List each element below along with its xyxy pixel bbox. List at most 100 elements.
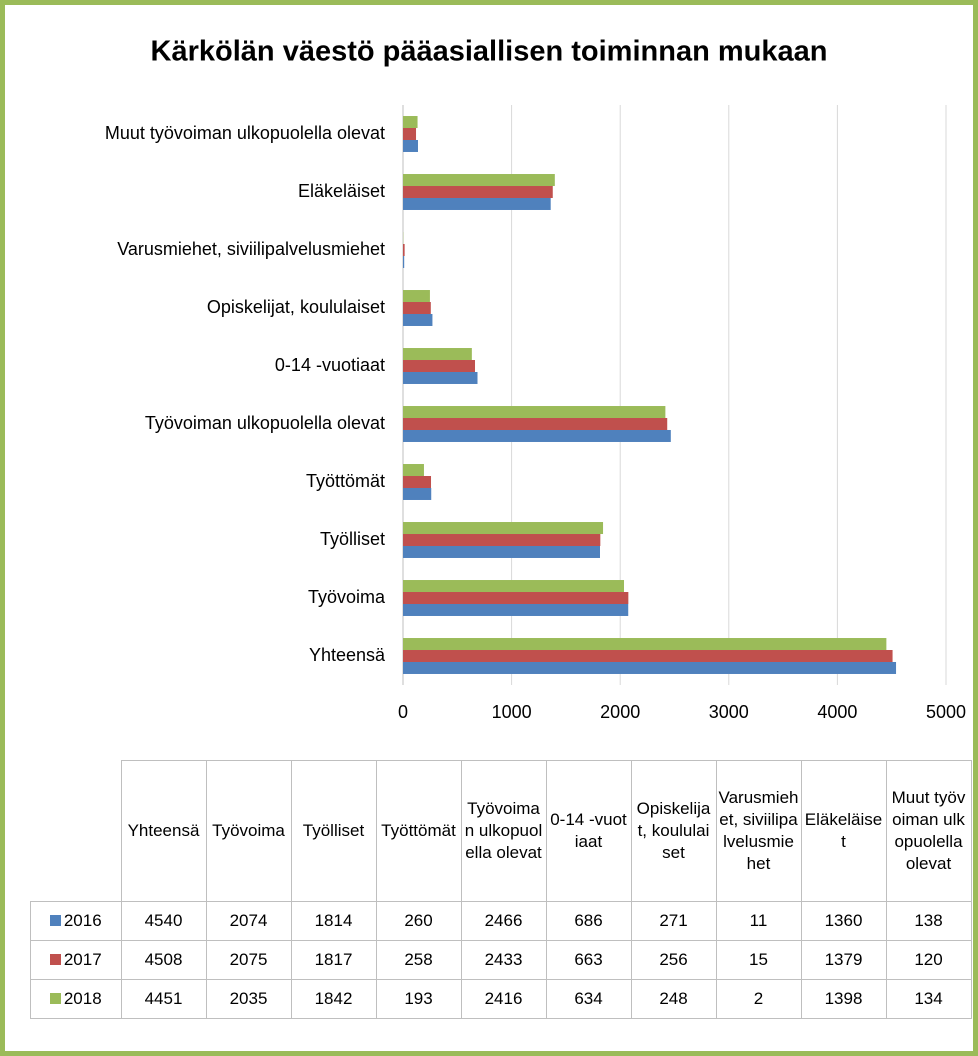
bar <box>403 487 432 500</box>
legend-cell: 2018 <box>30 979 122 1019</box>
x-tick-label: 0 <box>398 702 408 722</box>
table-header: Muut työvoiman ulkopuolella olevat <box>885 760 972 902</box>
table-corner <box>30 760 122 902</box>
y-tick-label: Työvoima <box>308 587 386 607</box>
table-row: 2018 4451 2035 1842 193 2416 634 248 2 1398 134 <box>30 979 972 1019</box>
legend-cell: 2017 <box>30 940 122 980</box>
table-header: Työvoima <box>205 760 292 902</box>
table-value: 271 <box>630 901 717 941</box>
bar <box>403 476 432 488</box>
y-tick-label: Työttömät <box>306 471 385 491</box>
y-tick-label: Eläkeläiset <box>298 181 385 201</box>
bar <box>403 186 553 198</box>
bar <box>403 360 476 372</box>
table-row: 2016 4540 2074 1814 260 2466 686 271 11 1360 138 <box>30 901 972 941</box>
bar <box>403 313 433 326</box>
table-header: 0-14 -vuotiaat <box>545 760 632 902</box>
x-tick-label: 4000 <box>817 702 857 722</box>
bar <box>403 406 666 419</box>
y-tick-label: Työlliset <box>320 529 385 549</box>
table-value: 260 <box>375 901 462 941</box>
bar <box>403 580 625 593</box>
table-header: Yhteensä <box>120 760 207 902</box>
bar <box>403 371 478 384</box>
bar <box>403 302 431 314</box>
table-value: 1814 <box>290 901 377 941</box>
table-value: 1398 <box>800 979 887 1019</box>
legend-label: 2017 <box>63 950 102 969</box>
bar <box>403 290 430 303</box>
table-value: 15 <box>715 940 802 980</box>
y-tick-label: Yhteensä <box>309 645 386 665</box>
table-value: 120 <box>885 940 972 980</box>
bar <box>403 522 604 535</box>
table-value: 2 <box>715 979 802 1019</box>
table-value: 248 <box>630 979 717 1019</box>
table-header: Varusmiehet, siviilipalvelusmiehet <box>715 760 802 902</box>
table-value: 4540 <box>120 901 207 941</box>
legend-swatch <box>49 954 61 965</box>
x-tick-label: 3000 <box>709 702 749 722</box>
table-header: Työttömät <box>375 760 462 902</box>
table-value: 193 <box>375 979 462 1019</box>
bar <box>403 174 555 187</box>
data-table: Yhteensä Työvoima Työlliset Työttömät Työvoi… <box>30 760 972 1019</box>
bar <box>403 534 601 546</box>
legend-swatch <box>49 915 61 926</box>
legend-cell: 2016 <box>30 901 122 941</box>
table-value: 138 <box>885 901 972 941</box>
y-tick-label: Opiskelijat, koululaiset <box>207 297 385 317</box>
bar <box>403 128 417 140</box>
bar <box>403 661 897 674</box>
table-value: 11 <box>715 901 802 941</box>
chart: Kärkölän väestö pääasiallisen toiminnan … <box>105 36 966 722</box>
table-value: 1379 <box>800 940 887 980</box>
legend-swatch <box>49 993 61 1004</box>
table-value: 634 <box>545 979 632 1019</box>
table-row: 2017 4508 2075 1817 258 2433 663 256 15 1379 120 <box>30 940 972 980</box>
bar <box>403 638 887 651</box>
bar <box>403 197 551 210</box>
table-value: 2433 <box>460 940 547 980</box>
table-header: Opiskelijat, koululaiset <box>630 760 717 902</box>
table-value: 1817 <box>290 940 377 980</box>
x-tick-label: 5000 <box>926 702 966 722</box>
bar <box>403 429 671 442</box>
table-value: 4451 <box>120 979 207 1019</box>
x-tick-label: 2000 <box>600 702 640 722</box>
table-value: 2035 <box>205 979 292 1019</box>
table-value: 4508 <box>120 940 207 980</box>
y-tick-label: Työvoiman ulkopuolella olevat <box>145 413 385 433</box>
table-value: 2074 <box>205 901 292 941</box>
table-value: 1360 <box>800 901 887 941</box>
bar <box>403 348 472 361</box>
y-tick-label: Varusmiehet, siviilipalvelusmiehet <box>117 239 385 259</box>
bar <box>403 650 893 662</box>
y-tick-label: 0-14 -vuotiaat <box>275 355 385 375</box>
table-value: 663 <box>545 940 632 980</box>
bar <box>403 418 668 430</box>
table-header: Eläkeläiset <box>800 760 887 902</box>
bar <box>403 255 405 268</box>
table-value: 2466 <box>460 901 547 941</box>
table-value: 2416 <box>460 979 547 1019</box>
bar <box>403 139 418 152</box>
bar <box>403 116 418 129</box>
table-value: 1842 <box>290 979 377 1019</box>
x-tick-label: 1000 <box>492 702 532 722</box>
legend-label: 2018 <box>63 989 102 1008</box>
chart-title: Kärkölän väestö pääasiallisen toiminnan … <box>151 36 828 68</box>
y-tick-label: Muut työvoiman ulkopuolella olevat <box>105 123 385 143</box>
legend-label: 2016 <box>63 911 102 930</box>
table-header-row: Yhteensä Työvoima Työlliset Työttömät Työvoi… <box>30 760 972 902</box>
table-header: Työlliset <box>290 760 377 902</box>
bar <box>403 545 601 558</box>
table-header: Työvoiman ulkopuolella olevat <box>460 760 547 902</box>
table-value: 258 <box>375 940 462 980</box>
table-value: 686 <box>545 901 632 941</box>
table-value: 134 <box>885 979 972 1019</box>
bar <box>403 592 629 604</box>
bar <box>403 464 424 477</box>
table-value: 256 <box>630 940 717 980</box>
